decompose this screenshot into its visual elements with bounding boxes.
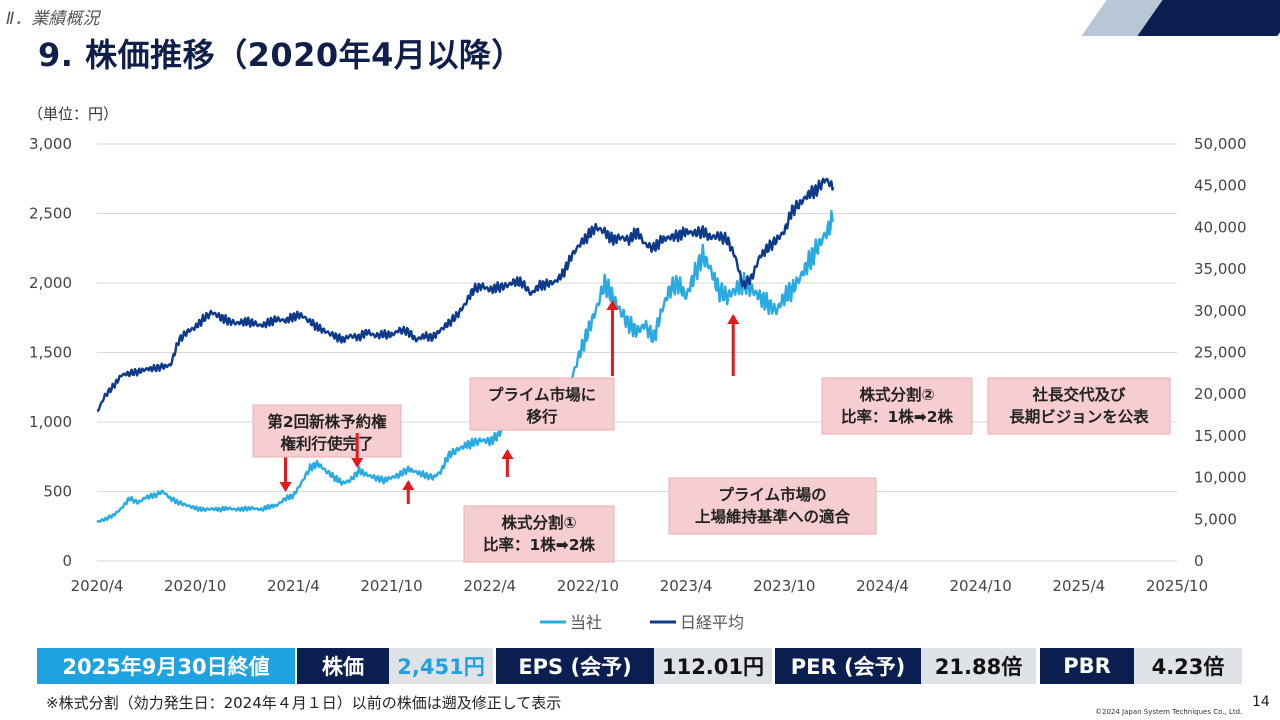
annotation-text: 権利行使完了 <box>280 434 373 453</box>
close-date-badge: 2025年9月30日終値 <box>37 648 295 684</box>
annotation-arrow-head <box>727 314 740 324</box>
section-label: Ⅱ．業績概況 <box>6 9 100 29</box>
x-tick-label: 2024/4 <box>856 577 909 595</box>
annotation-arrow-head <box>402 480 415 490</box>
annotation-text: 株式分割① <box>501 513 576 532</box>
annotation-box <box>987 377 1171 435</box>
annotation-text: 社長交代及び <box>1031 385 1126 404</box>
annotation-box <box>463 505 615 563</box>
annotation-text: 比率：1株➡2株 <box>841 407 954 426</box>
x-tick-label: 2024/10 <box>949 577 1011 595</box>
y-right-tick-label: 50,000 <box>1194 135 1247 153</box>
eps-label: EPS (会予) <box>496 648 654 684</box>
stock-price-chart: 0 500 1,000 1,500 2,000 2,500 3,000 0 5,000 10,00… <box>29 135 1247 632</box>
y-right-tick-label: 10,000 <box>1194 469 1247 487</box>
page-title: 9. 株価推移（2020年4月以降） <box>38 36 524 74</box>
y-right-tick-label: 15,000 <box>1194 427 1247 445</box>
x-tick-label: 2025/10 <box>1146 577 1208 595</box>
per-label: PER (会予) <box>775 648 921 684</box>
annotation-text: 第2回新株予約権 <box>267 412 387 431</box>
pbr-label: PBR <box>1040 648 1134 684</box>
annotation-arrow-head <box>501 449 514 459</box>
y-left-tick-label: 500 <box>43 483 72 501</box>
annotation-text: 株式分割② <box>859 385 934 404</box>
annotation-arrow-head <box>606 300 619 310</box>
annotation-box <box>668 477 877 535</box>
copyright: ©2024 Japan System Techniques Co., Ltd. <box>1095 708 1243 716</box>
legend-label: 日経平均 <box>680 613 744 632</box>
annotation-box <box>821 377 973 435</box>
y-left-tick-label: 0 <box>62 552 72 570</box>
annotation-box <box>252 404 402 458</box>
y-right-tick-label: 40,000 <box>1194 218 1247 236</box>
footnote: ※株式分割（効力発生日：2024年４月１日）以前の株価は遡及修正して表示 <box>46 694 562 712</box>
annotation-text: 比率：1株➡2株 <box>483 535 596 554</box>
x-tick-label: 2021/4 <box>267 577 320 595</box>
y-left-tick-label: 1,500 <box>29 344 72 362</box>
x-tick-label: 2021/10 <box>360 577 422 595</box>
annotation-text: プライム市場に <box>488 385 596 404</box>
x-tick-label: 2025/4 <box>1052 577 1105 595</box>
y-right-tick-label: 25,000 <box>1194 344 1247 362</box>
annotation-arrow-head <box>351 458 364 468</box>
x-tick-label: 2023/10 <box>753 577 815 595</box>
eps-value: 112.01円 <box>654 648 772 684</box>
y-right-tick-label: 0 <box>1194 552 1204 570</box>
x-tick-label: 2022/4 <box>463 577 516 595</box>
x-tick-label: 2023/4 <box>660 577 713 595</box>
y-left-tick-label: 1,000 <box>29 413 72 431</box>
annotation-arrow-head <box>279 482 292 492</box>
annotation-text: 移行 <box>526 407 558 426</box>
annotation-text: 長期ビジョンを公表 <box>1009 407 1149 426</box>
legend-label: 当社 <box>570 613 602 632</box>
unit-label: （単位：円） <box>28 105 119 123</box>
price-value: 2,451円 <box>389 648 493 684</box>
annotation-text: 上場維持基準への適合 <box>695 507 851 526</box>
y-right-tick-label: 30,000 <box>1194 302 1247 320</box>
series-line-nikkei <box>96 177 835 413</box>
y-right-tick-label: 35,000 <box>1194 260 1247 278</box>
annotation-text: プライム市場の <box>718 485 826 504</box>
y-right-tick-label: 5,000 <box>1194 510 1237 528</box>
y-left-tick-label: 3,000 <box>29 135 72 153</box>
x-tick-label: 2022/10 <box>557 577 619 595</box>
per-value: 21.88倍 <box>921 648 1036 684</box>
page-number: 14 <box>1252 694 1270 710</box>
price-label: 株価 <box>297 648 389 684</box>
y-left-tick-label: 2,500 <box>29 205 72 223</box>
y-left-tick-label: 2,000 <box>29 274 72 292</box>
y-right-tick-label: 20,000 <box>1194 385 1247 403</box>
series-line-company <box>96 209 835 524</box>
y-right-tick-label: 45,000 <box>1194 177 1247 195</box>
annotation-box <box>469 377 615 431</box>
pbr-value: 4.23倍 <box>1134 648 1242 684</box>
x-tick-label: 2020/10 <box>164 577 226 595</box>
x-tick-label: 2020/4 <box>71 577 124 595</box>
